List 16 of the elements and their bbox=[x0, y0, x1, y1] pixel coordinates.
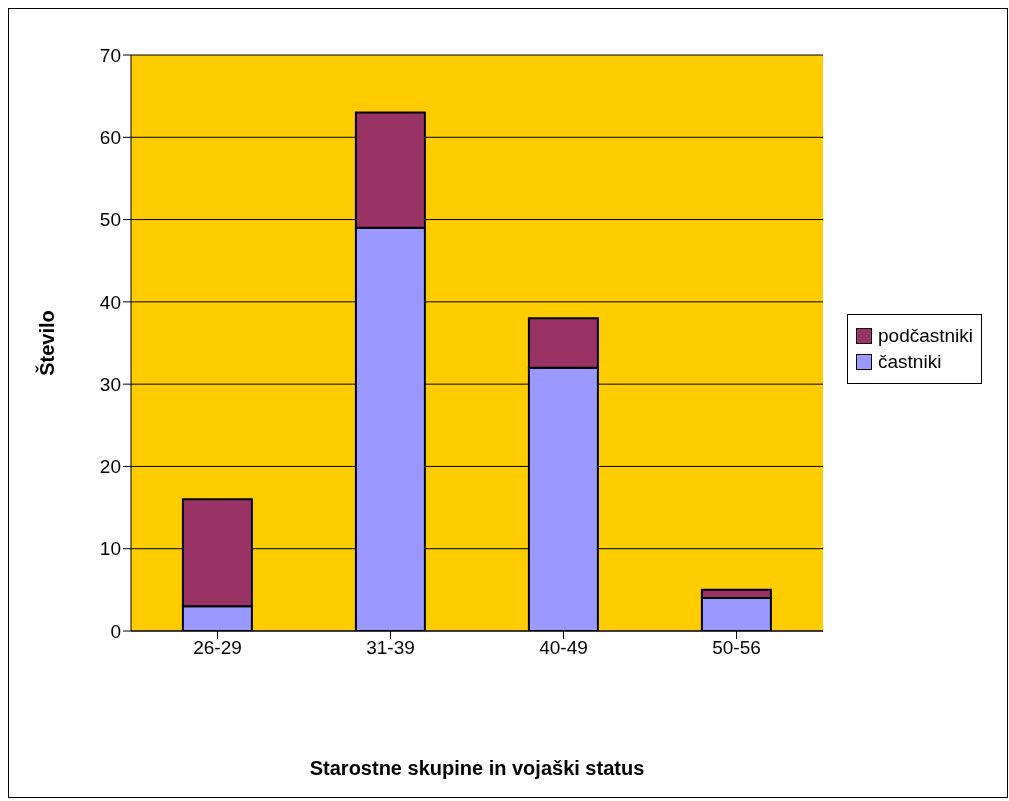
y-tick-label: 10 bbox=[99, 538, 121, 560]
y-axis-title: Število bbox=[35, 310, 59, 376]
y-tick-label: 0 bbox=[110, 620, 121, 642]
x-tick-label: 50-56 bbox=[712, 637, 761, 659]
y-tick-label: 60 bbox=[99, 127, 121, 149]
x-tick-label: 31-39 bbox=[366, 637, 415, 659]
y-tick-label: 70 bbox=[99, 44, 121, 66]
y-tick-label: 20 bbox=[99, 456, 121, 478]
y-tick-label: 50 bbox=[99, 209, 121, 231]
legend-label: podčastniki bbox=[878, 325, 974, 347]
legend-label: častniki bbox=[878, 351, 942, 373]
y-tick-label: 40 bbox=[99, 291, 121, 313]
y-tick-label: 30 bbox=[99, 373, 121, 395]
x-tick-label: 26-29 bbox=[193, 637, 242, 659]
x-axis-title: Starostne skupine in vojaški status bbox=[309, 757, 645, 779]
x-tick-label: 40-49 bbox=[539, 637, 588, 659]
